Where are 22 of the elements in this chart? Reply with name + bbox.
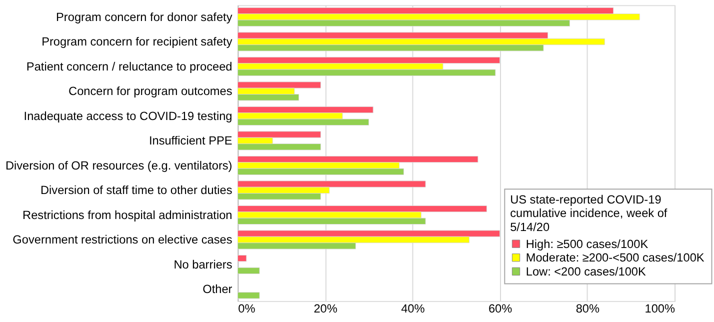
x-tick-label: 100% — [644, 301, 676, 316]
y-tick-label: Restrictions from hospital administration — [22, 208, 232, 222]
legend-label: Moderate: ≥200-<500 cases/100K — [526, 250, 704, 265]
x-tick-label: 60% — [488, 301, 513, 316]
y-tick-label: Diversion of staff time to other duties — [40, 183, 232, 198]
x-tick-label: 20% — [314, 301, 338, 316]
y-tick-label: Patient concern / reluctance to proceed — [26, 59, 232, 74]
x-tick-label: 80% — [576, 301, 600, 316]
y-tick-label: No barriers — [174, 257, 232, 272]
y-tick-label: Other — [202, 282, 232, 296]
y-tick-label: Program concern for recipient safety — [42, 34, 232, 49]
y-tick-label: Diversion of OR resources (e.g. ventilators) — [5, 158, 232, 172]
legend-label: Low: <200 cases/100K — [526, 264, 646, 278]
y-tick-label: Concern for program outcomes — [68, 84, 232, 98]
legend-title: US state-reported COVID-19 cumulative incidence, week of 5/14/20 — [510, 192, 668, 234]
x-tick-label: 40% — [401, 301, 426, 316]
x-tick-label: 0% — [238, 301, 256, 316]
y-tick-label: Inadequate access to COVID-19 testing — [24, 108, 232, 123]
y-tick-label: Program concern for donor safety — [56, 10, 232, 24]
y-tick-label: Government restrictions on elective cases — [12, 232, 232, 247]
legend-label: High: ≥500 cases/100K — [526, 236, 648, 251]
y-tick-label: Insufficient PPE — [148, 134, 232, 148]
